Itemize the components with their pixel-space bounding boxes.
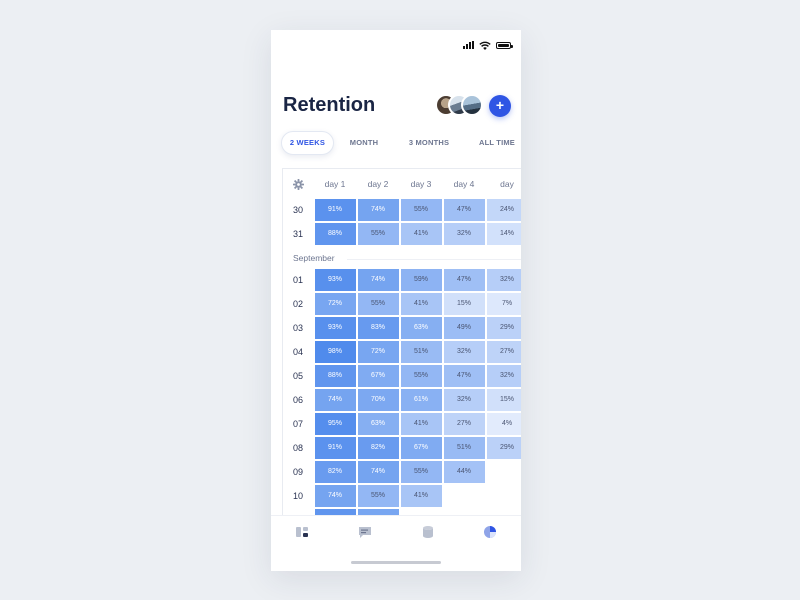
retention-cell[interactable]: 47% <box>443 199 485 221</box>
retention-cell[interactable]: 29% <box>486 437 521 459</box>
retention-cell[interactable]: 95% <box>314 413 356 435</box>
retention-cell[interactable]: 59% <box>400 269 442 291</box>
row-label: 04 <box>293 347 304 357</box>
retention-cell[interactable]: 41% <box>400 485 442 507</box>
retention-cell[interactable]: 82% <box>314 461 356 483</box>
retention-cell[interactable]: 15% <box>443 293 485 315</box>
retention-cell[interactable]: 32% <box>486 269 521 291</box>
avatar-group[interactable] <box>435 94 483 116</box>
retention-cell[interactable]: 32% <box>443 223 485 245</box>
retention-cell[interactable]: 24% <box>486 199 521 221</box>
gear-icon[interactable] <box>293 179 304 190</box>
row-label: 30 <box>293 205 304 215</box>
retention-cell[interactable]: 98% <box>314 341 356 363</box>
retention-cell[interactable]: 91% <box>314 437 356 459</box>
retention-cell[interactable]: 82% <box>357 437 399 459</box>
row-label: 10 <box>293 491 304 501</box>
retention-cell[interactable]: 72% <box>357 341 399 363</box>
add-button[interactable]: + <box>489 95 511 117</box>
retention-cell[interactable]: 74% <box>314 389 356 411</box>
retention-cell[interactable]: 83% <box>357 317 399 339</box>
retention-cell[interactable]: 67% <box>400 437 442 459</box>
tab-2-weeks[interactable]: 2 WEEKS <box>281 131 334 155</box>
dashboard-icon[interactable] <box>295 525 309 539</box>
row-label: 01 <box>293 275 304 285</box>
column-header: day 4 <box>453 179 475 189</box>
retention-cell[interactable]: 74% <box>357 199 399 221</box>
retention-cell[interactable]: 14% <box>486 223 521 245</box>
retention-cell[interactable]: 32% <box>443 389 485 411</box>
bottom-nav <box>271 515 521 571</box>
retention-cell[interactable]: 49% <box>443 317 485 339</box>
retention-cell[interactable]: 63% <box>357 413 399 435</box>
column-header: day 2 <box>367 179 389 189</box>
retention-cell[interactable]: 55% <box>357 223 399 245</box>
status-bar <box>463 40 513 50</box>
row-label: 08 <box>293 443 304 453</box>
pie-chart-icon[interactable] <box>483 525 497 539</box>
retention-cell[interactable]: 74% <box>357 269 399 291</box>
month-label: September <box>293 253 335 263</box>
retention-cell[interactable]: 88% <box>314 365 356 387</box>
retention-cell[interactable]: 32% <box>443 341 485 363</box>
divider <box>347 259 521 260</box>
retention-cell[interactable]: 4% <box>486 413 521 435</box>
tab-month[interactable]: MONTH <box>349 138 379 147</box>
retention-cell[interactable]: 61% <box>400 389 442 411</box>
retention-cell[interactable]: 70% <box>357 389 399 411</box>
retention-cell[interactable]: 41% <box>400 223 442 245</box>
retention-cell[interactable]: 15% <box>486 389 521 411</box>
retention-cell[interactable]: 88% <box>314 223 356 245</box>
period-tabs: 2 WEEKS MONTH 3 MONTHS ALL TIME <box>281 131 521 155</box>
retention-table: September day 1 day 2 day 3 day 4 day 30 91% 74… <box>282 168 521 558</box>
retention-cell[interactable]: 51% <box>400 341 442 363</box>
column-header: day 1 <box>324 179 346 189</box>
retention-cell[interactable]: 29% <box>486 317 521 339</box>
row-label: 31 <box>293 229 304 239</box>
page-title: Retention <box>283 94 376 116</box>
retention-cell[interactable]: 41% <box>400 293 442 315</box>
retention-cell[interactable]: 51% <box>443 437 485 459</box>
retention-cell[interactable]: 55% <box>400 365 442 387</box>
retention-cell[interactable]: 93% <box>314 269 356 291</box>
database-icon[interactable] <box>421 525 435 539</box>
retention-cell[interactable]: 32% <box>486 365 521 387</box>
retention-cell[interactable]: 47% <box>443 365 485 387</box>
row-label: 03 <box>293 323 304 333</box>
row-label: 05 <box>293 371 304 381</box>
retention-cell[interactable]: 74% <box>357 461 399 483</box>
row-label: 07 <box>293 419 304 429</box>
retention-cell[interactable]: 63% <box>400 317 442 339</box>
retention-cell[interactable]: 72% <box>314 293 356 315</box>
retention-cell[interactable]: 27% <box>443 413 485 435</box>
retention-cell[interactable]: 55% <box>400 461 442 483</box>
home-indicator <box>351 561 441 564</box>
retention-cell[interactable]: 55% <box>357 293 399 315</box>
retention-cell[interactable]: 27% <box>486 341 521 363</box>
row-label: 02 <box>293 299 304 309</box>
retention-cell[interactable]: 67% <box>357 365 399 387</box>
row-label: 06 <box>293 395 304 405</box>
signal-icon <box>463 41 474 49</box>
column-header: day 3 <box>410 179 432 189</box>
wifi-icon <box>479 41 491 50</box>
retention-cell[interactable]: 47% <box>443 269 485 291</box>
retention-cell[interactable]: 74% <box>314 485 356 507</box>
header: Retention + <box>283 92 511 120</box>
battery-icon <box>496 41 513 49</box>
retention-cell[interactable]: 44% <box>443 461 485 483</box>
retention-cell[interactable]: 91% <box>314 199 356 221</box>
retention-cell[interactable]: 55% <box>357 485 399 507</box>
column-header: day <box>500 179 514 189</box>
messages-icon[interactable] <box>358 525 372 539</box>
row-label: 09 <box>293 467 304 477</box>
tab-all-time[interactable]: ALL TIME <box>478 138 516 147</box>
retention-cell[interactable]: 41% <box>400 413 442 435</box>
retention-cell[interactable]: 7% <box>486 293 521 315</box>
retention-cell[interactable]: 55% <box>400 199 442 221</box>
avatar[interactable] <box>461 94 483 116</box>
tab-3-months[interactable]: 3 MONTHS <box>408 138 450 147</box>
phone-screen: Retention + 2 WEEKS MONTH 3 MONTHS ALL T… <box>271 30 521 571</box>
retention-cell[interactable]: 93% <box>314 317 356 339</box>
